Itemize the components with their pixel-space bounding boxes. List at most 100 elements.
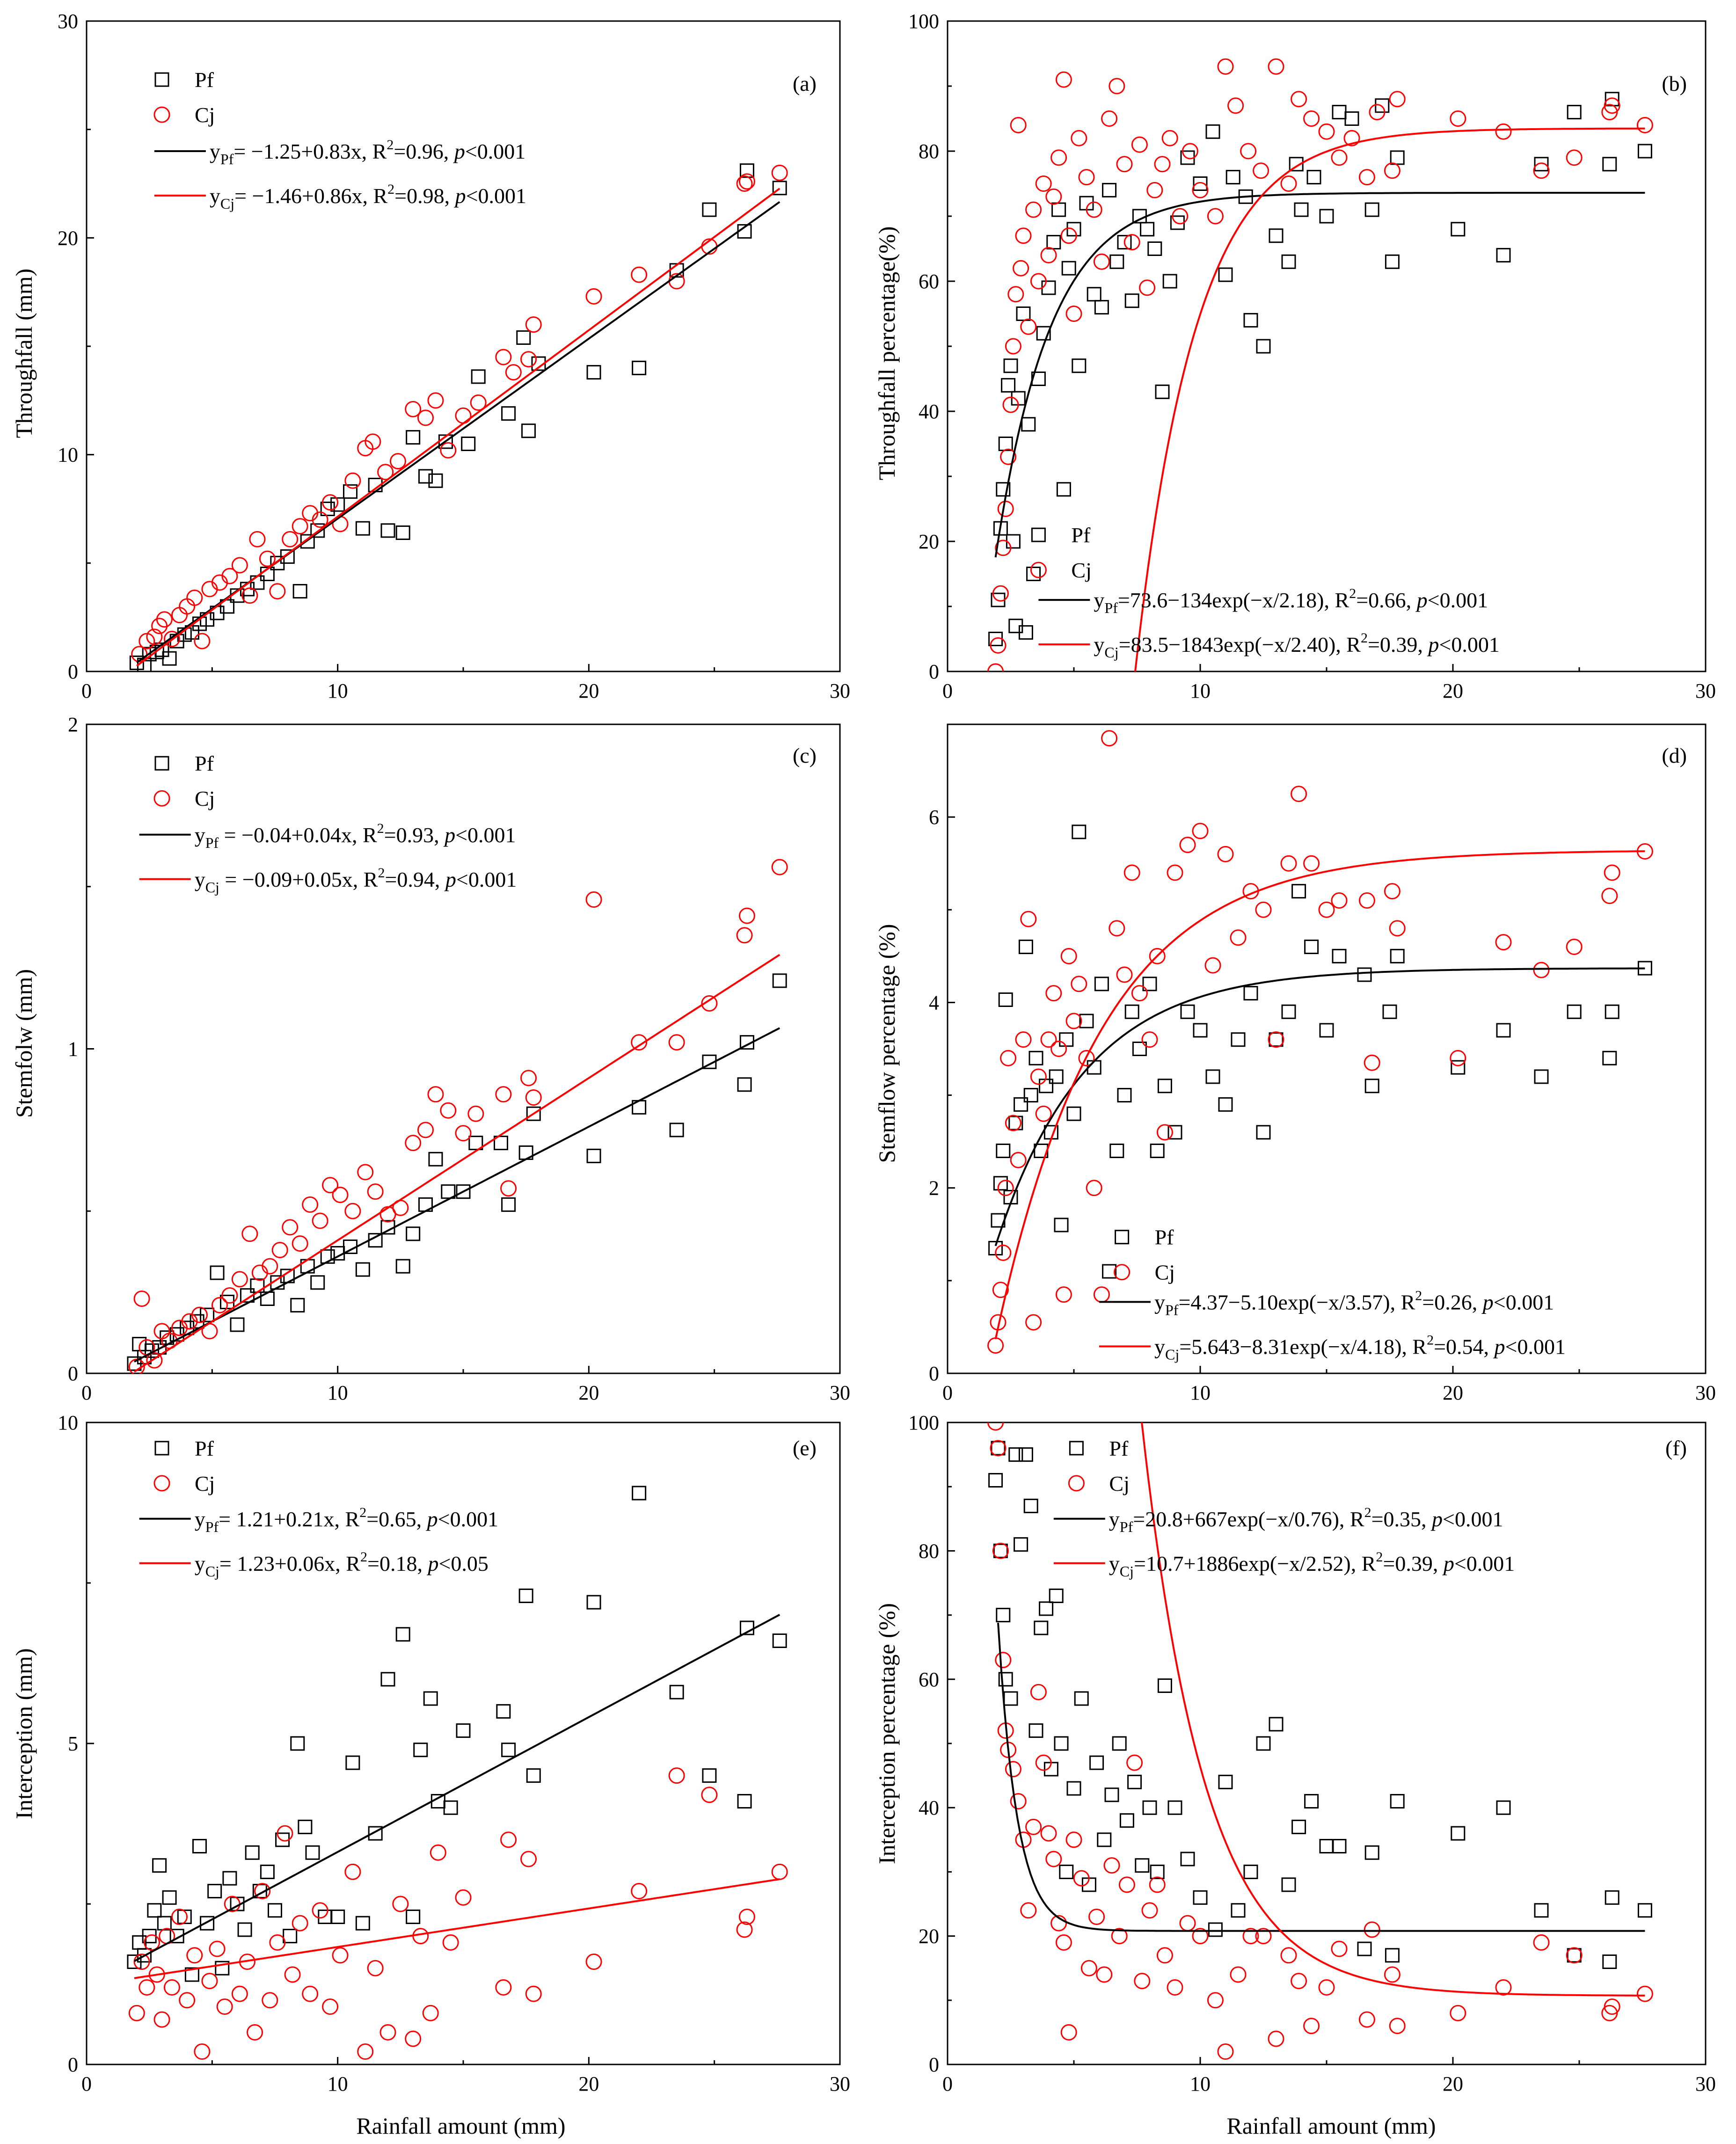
point-pf — [1142, 1800, 1157, 1815]
point-cj — [216, 1998, 233, 2015]
point-pf — [1193, 1890, 1208, 1905]
point-cj — [505, 364, 522, 381]
point-cj — [525, 1985, 542, 2002]
point-cj — [1268, 1031, 1284, 1048]
panel-d-label: (d) — [1662, 744, 1687, 767]
point-cj — [1141, 1902, 1158, 1919]
point-pf — [468, 1136, 483, 1151]
legend-label-cj: Cj — [1155, 1261, 1175, 1284]
point-pf — [1102, 182, 1117, 197]
point-pf — [1003, 358, 1018, 373]
point-pf — [1028, 1723, 1043, 1738]
point-cj — [1318, 901, 1335, 918]
panel-a-ytick-label: 20 — [58, 226, 78, 249]
point-pf — [1225, 170, 1240, 185]
point-cj — [1533, 962, 1550, 978]
point-pf — [1102, 1264, 1117, 1279]
point-cj — [186, 589, 203, 606]
point-pf — [1021, 417, 1036, 432]
point-cj — [405, 401, 422, 417]
panel-f-ytick-label: 0 — [929, 2053, 939, 2076]
equation-pf: yPf= 1.21+0.21x, R2=0.65, p<0.001 — [195, 1505, 498, 1535]
point-pf — [737, 1794, 752, 1809]
point-cj — [1050, 1041, 1067, 1057]
point-pf — [1034, 1620, 1049, 1635]
point-cj — [631, 1034, 648, 1051]
point-pf — [280, 549, 295, 564]
point-cj — [292, 1235, 308, 1252]
point-pf — [1390, 150, 1405, 165]
panel-d-ytick-label: 4 — [929, 991, 939, 1014]
point-cj — [1280, 855, 1297, 872]
point-pf — [1605, 1004, 1619, 1019]
point-cj — [1167, 864, 1183, 881]
panel-a-xtick-label: 0 — [81, 679, 92, 702]
point-cj — [1000, 448, 1017, 465]
point-cj — [1065, 1013, 1082, 1029]
point-cj — [1045, 985, 1062, 1002]
point-cj — [1331, 149, 1348, 166]
panel-c-ylabel: Stemfolw (mm) — [11, 969, 37, 1118]
point-pf — [283, 1929, 298, 1944]
point-cj — [1533, 1934, 1550, 1951]
point-cj — [1495, 123, 1512, 140]
point-cj — [1050, 1915, 1067, 1932]
point-pf — [145, 1343, 160, 1358]
point-cj — [1450, 1050, 1466, 1066]
point-pf — [1332, 1839, 1347, 1854]
point-cj — [1065, 306, 1082, 322]
panel-e-xtick-label: 10 — [328, 2072, 348, 2095]
point-cj — [269, 1934, 286, 1951]
point-cj — [302, 1985, 319, 2002]
point-cj — [1005, 1115, 1021, 1131]
panel-f-xtick-label: 20 — [1443, 2072, 1463, 2095]
point-pf — [1208, 1922, 1223, 1937]
point-cj — [455, 1889, 472, 1906]
point-cj — [1358, 2011, 1375, 2028]
point-pf — [162, 1890, 177, 1905]
point-pf — [395, 1259, 410, 1274]
panel-b-ylabel: Throughfall percentage(%) — [874, 226, 900, 481]
point-pf — [406, 1226, 421, 1241]
point-cj — [389, 453, 406, 470]
point-pf — [1132, 1042, 1147, 1056]
point-pf — [260, 1864, 275, 1879]
point-pf — [1385, 1948, 1400, 1963]
point-cj — [1331, 892, 1348, 909]
point-pf — [988, 1473, 1003, 1488]
panel-b-ytick-label: 80 — [919, 140, 939, 163]
point-pf — [1496, 1800, 1511, 1815]
point-pf — [526, 1106, 541, 1121]
point-pf — [292, 584, 307, 599]
point-pf — [586, 1595, 601, 1610]
panel-c-ytick-label: 2 — [68, 713, 78, 736]
point-pf — [1357, 967, 1372, 982]
panel-d-ylabel: Stemflow percentage (%) — [874, 924, 900, 1163]
legend-marker-cj — [153, 1475, 170, 1492]
point-cj — [1364, 1054, 1380, 1071]
point-cj — [144, 1934, 160, 1951]
point-cj — [1013, 260, 1029, 277]
point-pf — [1097, 1832, 1112, 1847]
panel-b-xtick-label: 20 — [1443, 679, 1463, 702]
point-pf — [1637, 1903, 1652, 1918]
legend-marker-pf — [1069, 1441, 1084, 1456]
point-pf — [1605, 1890, 1619, 1905]
point-pf — [1291, 1819, 1306, 1834]
panel-a-xtick-label: 30 — [830, 679, 850, 702]
point-cj — [1086, 1180, 1102, 1196]
point-cj — [1207, 1992, 1224, 2009]
point-cj — [1255, 901, 1272, 918]
point-cj — [701, 1787, 718, 1803]
point-cj — [1040, 247, 1057, 263]
point-pf — [152, 1858, 167, 1873]
point-cj — [312, 511, 328, 528]
point-pf — [1109, 254, 1124, 269]
point-pf — [1304, 1794, 1319, 1809]
point-cj — [1035, 1754, 1052, 1771]
point-cj — [1369, 104, 1386, 121]
legend-marker-cj — [1068, 1475, 1085, 1492]
point-pf — [1104, 1787, 1119, 1802]
panel-a-xtick-label: 20 — [578, 679, 599, 702]
